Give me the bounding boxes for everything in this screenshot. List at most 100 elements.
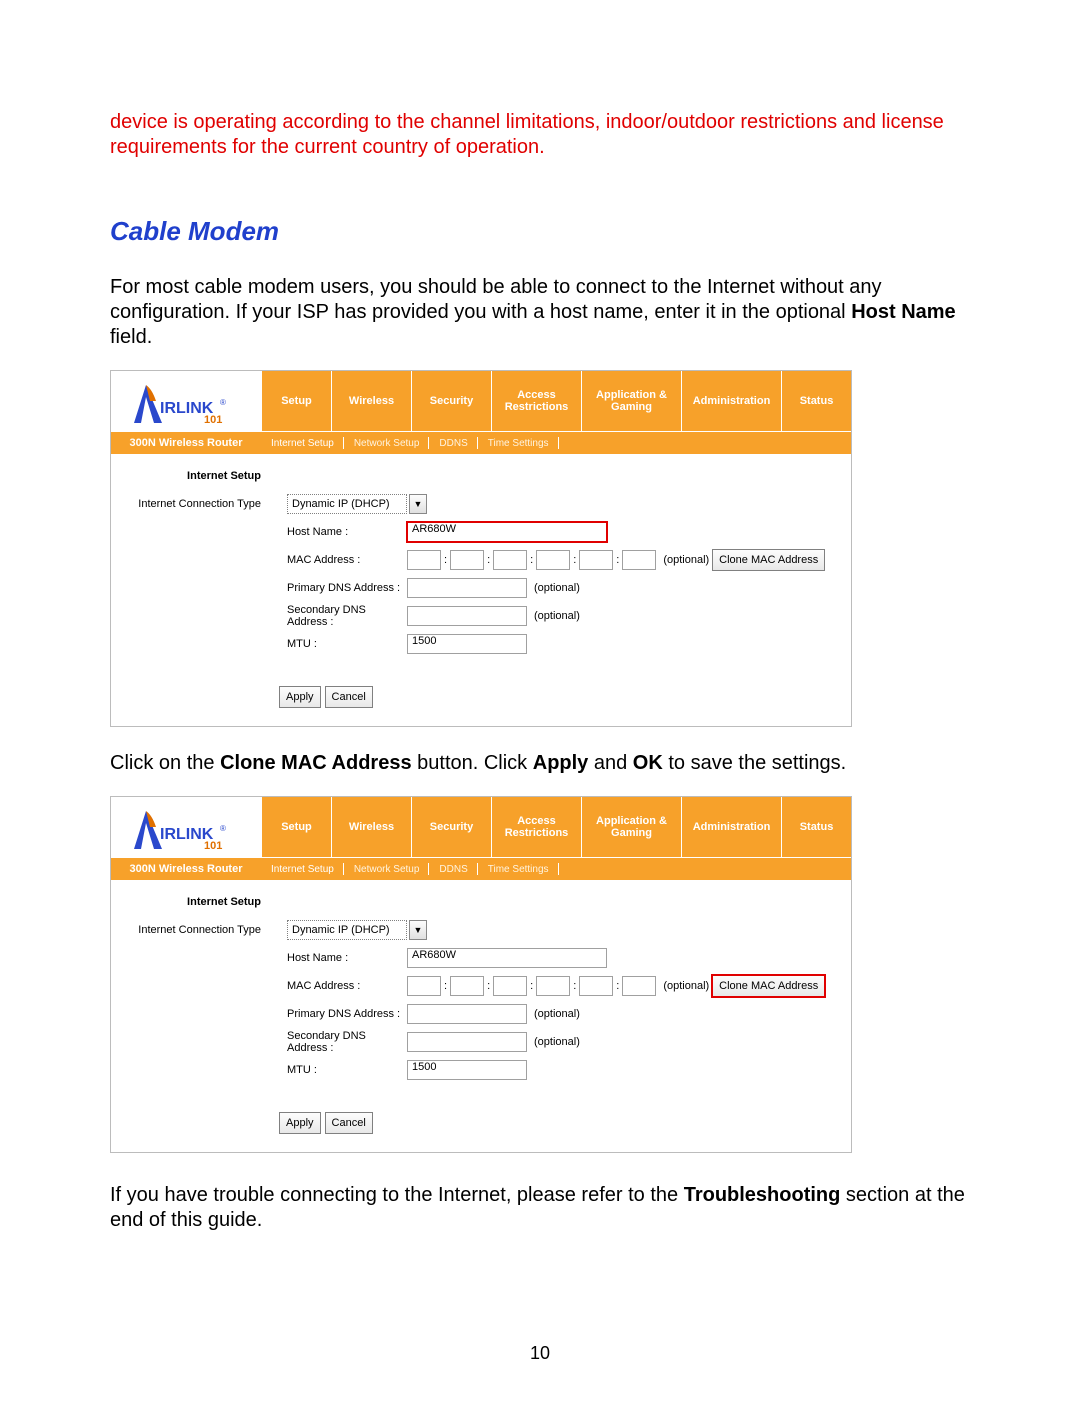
tab-application-gaming[interactable]: Application & Gaming xyxy=(581,797,681,857)
primary-dns-input[interactable] xyxy=(407,578,527,598)
tab-status[interactable]: Status xyxy=(781,797,851,857)
apply-button[interactable]: Apply xyxy=(279,1112,321,1134)
document-page: device is operating according to the cha… xyxy=(0,0,1080,1404)
mac-optional-hint: (optional) xyxy=(663,980,709,992)
page-number: 10 xyxy=(110,1343,970,1364)
mac-input-6[interactable] xyxy=(622,550,656,570)
tab-wireless[interactable]: Wireless xyxy=(331,797,411,857)
mtu-input[interactable]: 1500 xyxy=(407,1060,527,1080)
sdns-optional-hint: (optional) xyxy=(534,1036,580,1048)
hostname-input[interactable]: AR680W xyxy=(407,948,607,968)
mac-optional-hint: (optional) xyxy=(663,554,709,566)
tab-administration[interactable]: Administration xyxy=(681,797,781,857)
secondary-dns-input[interactable] xyxy=(407,1032,527,1052)
sdns-optional-hint: (optional) xyxy=(534,610,580,622)
subtab-internet-setup[interactable]: Internet Setup xyxy=(261,432,344,454)
mac-separator: : xyxy=(444,980,447,992)
form-area: Internet Setup Internet Connection Type … xyxy=(111,454,851,726)
mac-input-4[interactable] xyxy=(536,976,570,996)
subtab-ddns[interactable]: DDNS xyxy=(429,432,477,454)
dropdown-arrow-icon[interactable]: ▼ xyxy=(409,494,427,514)
mac-input-3[interactable] xyxy=(493,550,527,570)
label-hostname: Host Name : xyxy=(269,952,407,964)
subtab-ddns[interactable]: DDNS xyxy=(429,858,477,880)
tab-application-gaming[interactable]: Application & Gaming xyxy=(581,371,681,431)
mac-separator: : xyxy=(444,554,447,566)
apply-button[interactable]: Apply xyxy=(279,686,321,708)
svg-text:101: 101 xyxy=(204,840,222,852)
sub-nav-tabs: Internet Setup Network Setup DDNS Time S… xyxy=(261,432,851,454)
label-secondary-dns: Secondary DNS Address : xyxy=(269,604,407,628)
pdns-optional-hint: (optional) xyxy=(534,1008,580,1020)
router-header: IRLINK ® 101 Setup Wireless Security Acc… xyxy=(111,797,851,857)
p2-text-d: to save the settings. xyxy=(663,752,846,774)
primary-dns-input[interactable] xyxy=(407,1004,527,1024)
cancel-button[interactable]: Cancel xyxy=(325,686,373,708)
mac-input-3[interactable] xyxy=(493,976,527,996)
tab-access-restrictions[interactable]: Access Restrictions xyxy=(491,371,581,431)
router-model-label: 300N Wireless Router xyxy=(111,858,261,880)
warning-text: device is operating according to the cha… xyxy=(110,110,970,160)
tab-access-restrictions[interactable]: Access Restrictions xyxy=(491,797,581,857)
paragraph-1: For most cable modem users, you should b… xyxy=(110,275,970,350)
action-row: Apply Cancel xyxy=(111,658,851,714)
hostname-input[interactable]: AR680W xyxy=(407,522,607,542)
tab-security[interactable]: Security xyxy=(411,797,491,857)
airlink-logo-icon: IRLINK ® 101 xyxy=(126,809,246,853)
mac-separator: : xyxy=(616,554,619,566)
tab-setup[interactable]: Setup xyxy=(261,371,331,431)
subtab-internet-setup[interactable]: Internet Setup xyxy=(261,858,344,880)
paragraph-3: If you have trouble connecting to the In… xyxy=(110,1183,970,1233)
tab-security[interactable]: Security xyxy=(411,371,491,431)
sub-nav-row: 300N Wireless Router Internet Setup Netw… xyxy=(111,431,851,454)
subtab-network-setup[interactable]: Network Setup xyxy=(344,858,430,880)
tab-administration[interactable]: Administration xyxy=(681,371,781,431)
mac-input-6[interactable] xyxy=(622,976,656,996)
clone-mac-button[interactable]: Clone MAC Address xyxy=(712,975,825,997)
router-header: IRLINK ® 101 Setup Wireless Security Acc… xyxy=(111,371,851,431)
subtab-time-settings[interactable]: Time Settings xyxy=(478,432,559,454)
p3-bold-troubleshooting: Troubleshooting xyxy=(684,1184,841,1206)
p2-bold-clone-mac: Clone MAC Address xyxy=(220,752,412,774)
mac-input-2[interactable] xyxy=(450,976,484,996)
label-mac-address: MAC Address : xyxy=(269,554,407,566)
svg-text:101: 101 xyxy=(204,414,222,426)
connection-type-select[interactable]: Dynamic IP (DHCP) xyxy=(287,920,407,940)
mac-input-2[interactable] xyxy=(450,550,484,570)
mac-separator: : xyxy=(530,980,533,992)
subtab-network-setup[interactable]: Network Setup xyxy=(344,432,430,454)
mac-input-5[interactable] xyxy=(579,976,613,996)
mac-input-5[interactable] xyxy=(579,550,613,570)
svg-text:®: ® xyxy=(220,398,226,407)
dropdown-arrow-icon[interactable]: ▼ xyxy=(409,920,427,940)
p2-text-c: and xyxy=(588,752,632,774)
p2-text-a: Click on the xyxy=(110,752,220,774)
p3-text-a: If you have trouble connecting to the In… xyxy=(110,1184,684,1206)
subtab-time-settings[interactable]: Time Settings xyxy=(478,858,559,880)
mac-input-1[interactable] xyxy=(407,976,441,996)
mtu-input[interactable]: 1500 xyxy=(407,634,527,654)
secondary-dns-input[interactable] xyxy=(407,606,527,626)
router-screenshot-1: IRLINK ® 101 Setup Wireless Security Acc… xyxy=(110,370,852,727)
logo-cell: IRLINK ® 101 xyxy=(111,797,261,857)
p2-bold-ok: OK xyxy=(633,752,663,774)
tab-wireless[interactable]: Wireless xyxy=(331,371,411,431)
router-model-label: 300N Wireless Router xyxy=(111,432,261,454)
label-secondary-dns: Secondary DNS Address : xyxy=(269,1030,407,1054)
section-label-internet-setup: Internet Setup xyxy=(111,470,269,482)
mac-separator: : xyxy=(487,554,490,566)
mac-input-1[interactable] xyxy=(407,550,441,570)
clone-mac-button[interactable]: Clone MAC Address xyxy=(712,549,825,571)
label-hostname: Host Name : xyxy=(269,526,407,538)
label-primary-dns: Primary DNS Address : xyxy=(269,582,407,594)
airlink-logo-icon: IRLINK ® 101 xyxy=(126,383,246,427)
connection-type-select[interactable]: Dynamic IP (DHCP) xyxy=(287,494,407,514)
mac-input-4[interactable] xyxy=(536,550,570,570)
label-mtu: MTU : xyxy=(269,638,407,650)
pdns-optional-hint: (optional) xyxy=(534,582,580,594)
tab-status[interactable]: Status xyxy=(781,371,851,431)
router-screenshot-2: IRLINK ® 101 Setup Wireless Security Acc… xyxy=(110,796,852,1153)
p2-text-b: button. Click xyxy=(412,752,533,774)
cancel-button[interactable]: Cancel xyxy=(325,1112,373,1134)
tab-setup[interactable]: Setup xyxy=(261,797,331,857)
